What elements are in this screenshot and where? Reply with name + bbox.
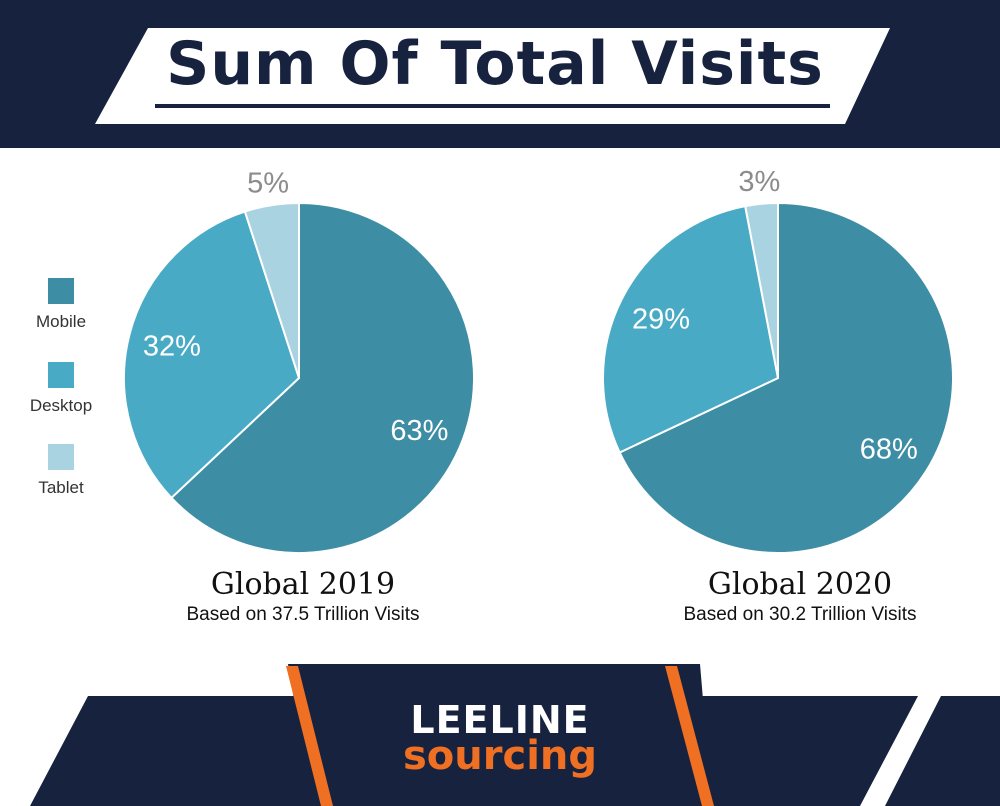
header-banner-shape <box>95 28 890 124</box>
pie-chart-2019: 63% 32% 5% <box>122 168 475 554</box>
pie-label-tablet-2019: 5% <box>247 168 289 200</box>
legend-item-mobile: Mobile <box>16 278 106 332</box>
legend-swatch-desktop <box>48 362 74 388</box>
leeline-logo: LEELINE sourcing <box>380 700 620 776</box>
legend-label-tablet: Tablet <box>38 478 84 497</box>
footer-banner <box>0 664 1000 806</box>
logo-line-2: sourcing <box>402 733 598 779</box>
pie-slice-mobile-2019 <box>170 201 475 554</box>
pie-label-mobile-2020: 68% <box>860 433 918 465</box>
legend-label-mobile: Mobile <box>35 312 87 331</box>
title-underline <box>155 104 830 108</box>
chart-subtitle-2019: Based on 37.5 Trillion Visits <box>186 604 420 625</box>
pie-label-desktop-2019: 32% <box>143 330 201 362</box>
pie-label-mobile-2019: 63% <box>390 415 448 447</box>
legend-item-desktop: Desktop <box>16 362 106 416</box>
caption-2020: Global 2020 Based on 30.2 Trillion Visit… <box>600 567 1000 627</box>
logo-line-1: LEELINE <box>410 698 590 742</box>
pie-slice-tablet-2019 <box>243 201 300 379</box>
chart-title-2020: Global 2020 <box>707 567 893 602</box>
pie-slice-desktop-2019 <box>122 210 301 500</box>
caption-2019: Global 2019 Based on 37.5 Trillion Visit… <box>103 567 503 627</box>
legend-swatch-tablet <box>48 444 74 470</box>
pie-slice-desktop-2020 <box>602 204 780 454</box>
pie-label-desktop-2020: 29% <box>632 303 690 335</box>
legend-swatch-mobile <box>48 278 74 304</box>
chart-subtitle-2020: Based on 30.2 Trillion Visits <box>683 604 917 625</box>
pie-charts: 63% 32% 5% 68% 29% 3% <box>122 166 954 554</box>
legend-label-desktop: Desktop <box>29 396 93 415</box>
pie-label-tablet-2020: 3% <box>738 166 780 198</box>
pie-slice-tablet-2020 <box>744 201 779 379</box>
pie-slice-mobile-2020 <box>618 201 954 554</box>
pie-chart-2020: 68% 29% 3% <box>602 166 954 554</box>
legend-item-tablet: Tablet <box>16 444 106 498</box>
chart-title-2019: Global 2019 <box>210 567 396 602</box>
page-title: Sum Of Total Visits <box>166 29 824 99</box>
